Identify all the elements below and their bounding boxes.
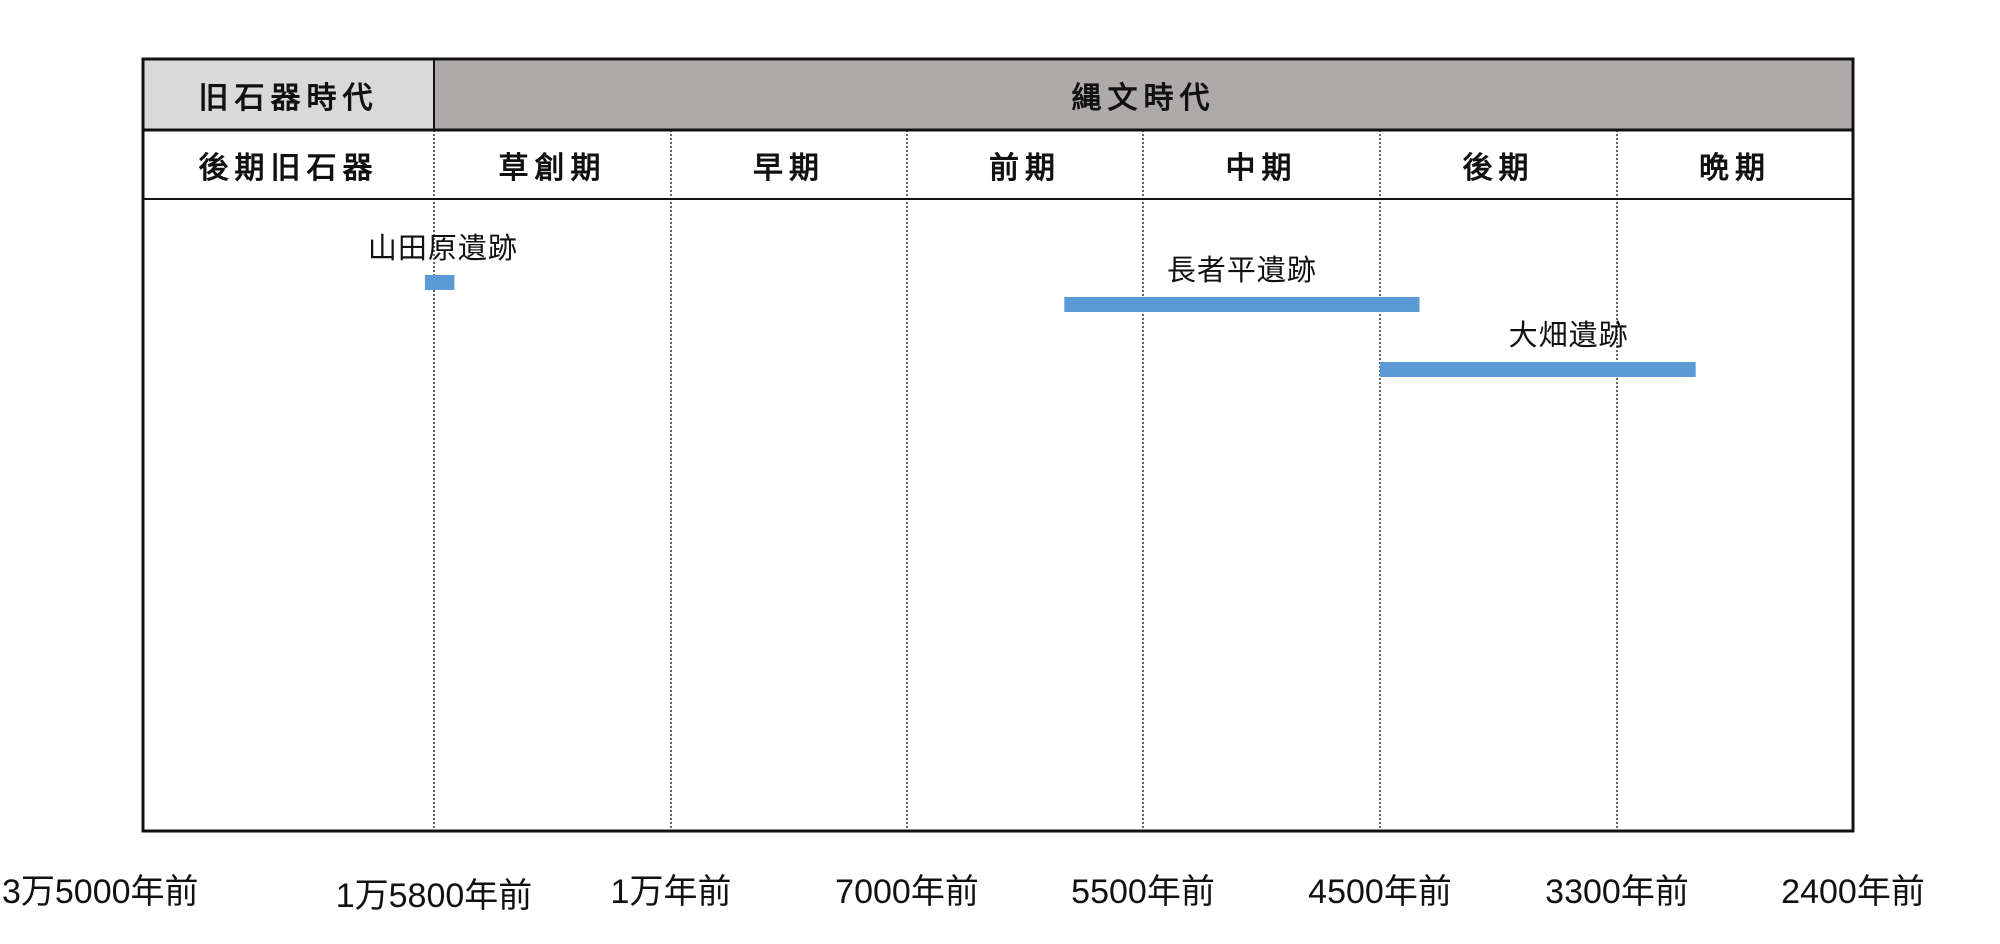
period-label: 中期 xyxy=(1225,150,1298,186)
era-header-fill xyxy=(434,59,1853,130)
era-label: 旧石器時代 xyxy=(198,80,379,116)
site-bar xyxy=(1380,362,1696,377)
period-label: 前期 xyxy=(989,150,1061,186)
x-tick-label: 7000年前 xyxy=(835,873,979,911)
site-bar xyxy=(1064,297,1420,312)
period-label: 後期 xyxy=(1462,150,1535,186)
period-label: 晩期 xyxy=(1699,150,1771,186)
era-label: 縄文時代 xyxy=(1071,80,1216,116)
site-label: 山田原遺跡 xyxy=(367,231,518,265)
site-label: 大畑遺跡 xyxy=(1508,318,1629,352)
x-tick-label: 5500年前 xyxy=(1071,873,1215,911)
x-tick-label: 1万5800年前 xyxy=(335,877,533,915)
x-tick-label: 1万年前 xyxy=(610,873,732,911)
chart-frame xyxy=(141,57,1855,833)
x-tick-label: 2400年前 xyxy=(1781,873,1925,911)
x-tick-label: 4500年前 xyxy=(1308,873,1452,911)
x-tick-label: 3300年前 xyxy=(1545,873,1689,911)
x-tick-label: 3万5000年前 xyxy=(1,873,199,911)
site-bar xyxy=(424,275,455,290)
period-label: 早期 xyxy=(753,150,825,186)
period-label: 草創期 xyxy=(498,150,607,186)
period-label: 後期旧石器 xyxy=(198,150,379,186)
site-label: 長者平遺跡 xyxy=(1166,253,1317,287)
era-header-fill xyxy=(143,59,434,130)
